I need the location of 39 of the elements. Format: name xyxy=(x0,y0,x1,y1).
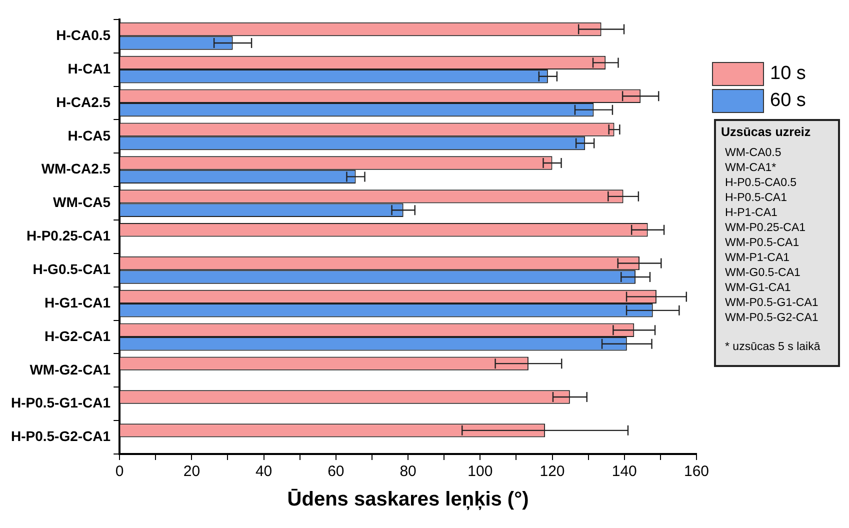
y-tick-label: H-G0.5-CA1 xyxy=(32,260,111,277)
text: WM-G1-CA1 xyxy=(725,281,792,296)
y-tick-label: WM-G2-CA1 xyxy=(30,361,111,378)
text: H-P0.5-CA1 xyxy=(725,191,788,206)
text: Uzsūcas uzreiz xyxy=(721,125,812,140)
y-tick-label: H-CA0.5 xyxy=(56,26,111,43)
x-tick-label: 40 xyxy=(255,463,272,480)
x-tick-label: 80 xyxy=(400,463,416,480)
y-tick-label: H-CA2.5 xyxy=(56,94,111,110)
x-tick-label: 100 xyxy=(468,463,493,480)
x-tick-label: 20 xyxy=(183,463,200,480)
y-tick-label: H-P0.25-CA1 xyxy=(26,228,111,244)
text: WM-P0.25-CA1 xyxy=(725,221,807,236)
x-tick-label: 160 xyxy=(684,463,709,480)
x-tick-label: 0 xyxy=(115,463,124,480)
x-tick-label: 60 xyxy=(328,463,344,480)
y-tick-label: H-P0.5-G1-CA1 xyxy=(10,394,111,411)
x-tick-label: 140 xyxy=(612,463,637,480)
y-tick-label: WM-CA2.5 xyxy=(41,160,111,177)
text: WM-P0.5-CA1 xyxy=(725,236,800,251)
legend-label: 10 s xyxy=(770,62,806,84)
y-tick-label: H-CA1 xyxy=(68,60,111,76)
x-tick-label: 120 xyxy=(540,463,565,480)
y-tick-label: H-P0.5-G2-CA1 xyxy=(10,428,111,444)
text: WM-P1-CA1 xyxy=(725,251,791,266)
text: WM-CA0.5 xyxy=(725,146,782,161)
x-axis-title: Ūdens saskares leņķis (°) xyxy=(287,488,529,511)
y-tick-label: WM-CA5 xyxy=(53,194,111,210)
text: H-P1-CA1 xyxy=(725,206,778,221)
legend-label: 60 s xyxy=(770,90,806,112)
text: H-P0.5-CA0.5 xyxy=(725,176,798,191)
text: WM-G0.5-CA1 xyxy=(725,266,802,281)
text: WM-P0.5-G1-CA1 xyxy=(725,296,820,311)
y-tick-label: H-G1-CA1 xyxy=(44,294,111,310)
y-tick-label: H-G2-CA1 xyxy=(44,328,111,344)
text: WM-P0.5-G2-CA1 xyxy=(725,311,820,326)
text: * uzsūcas 5 s laikā xyxy=(725,340,822,355)
y-tick-label: H-CA5 xyxy=(68,127,111,144)
text: WM-CA1* xyxy=(725,161,778,176)
